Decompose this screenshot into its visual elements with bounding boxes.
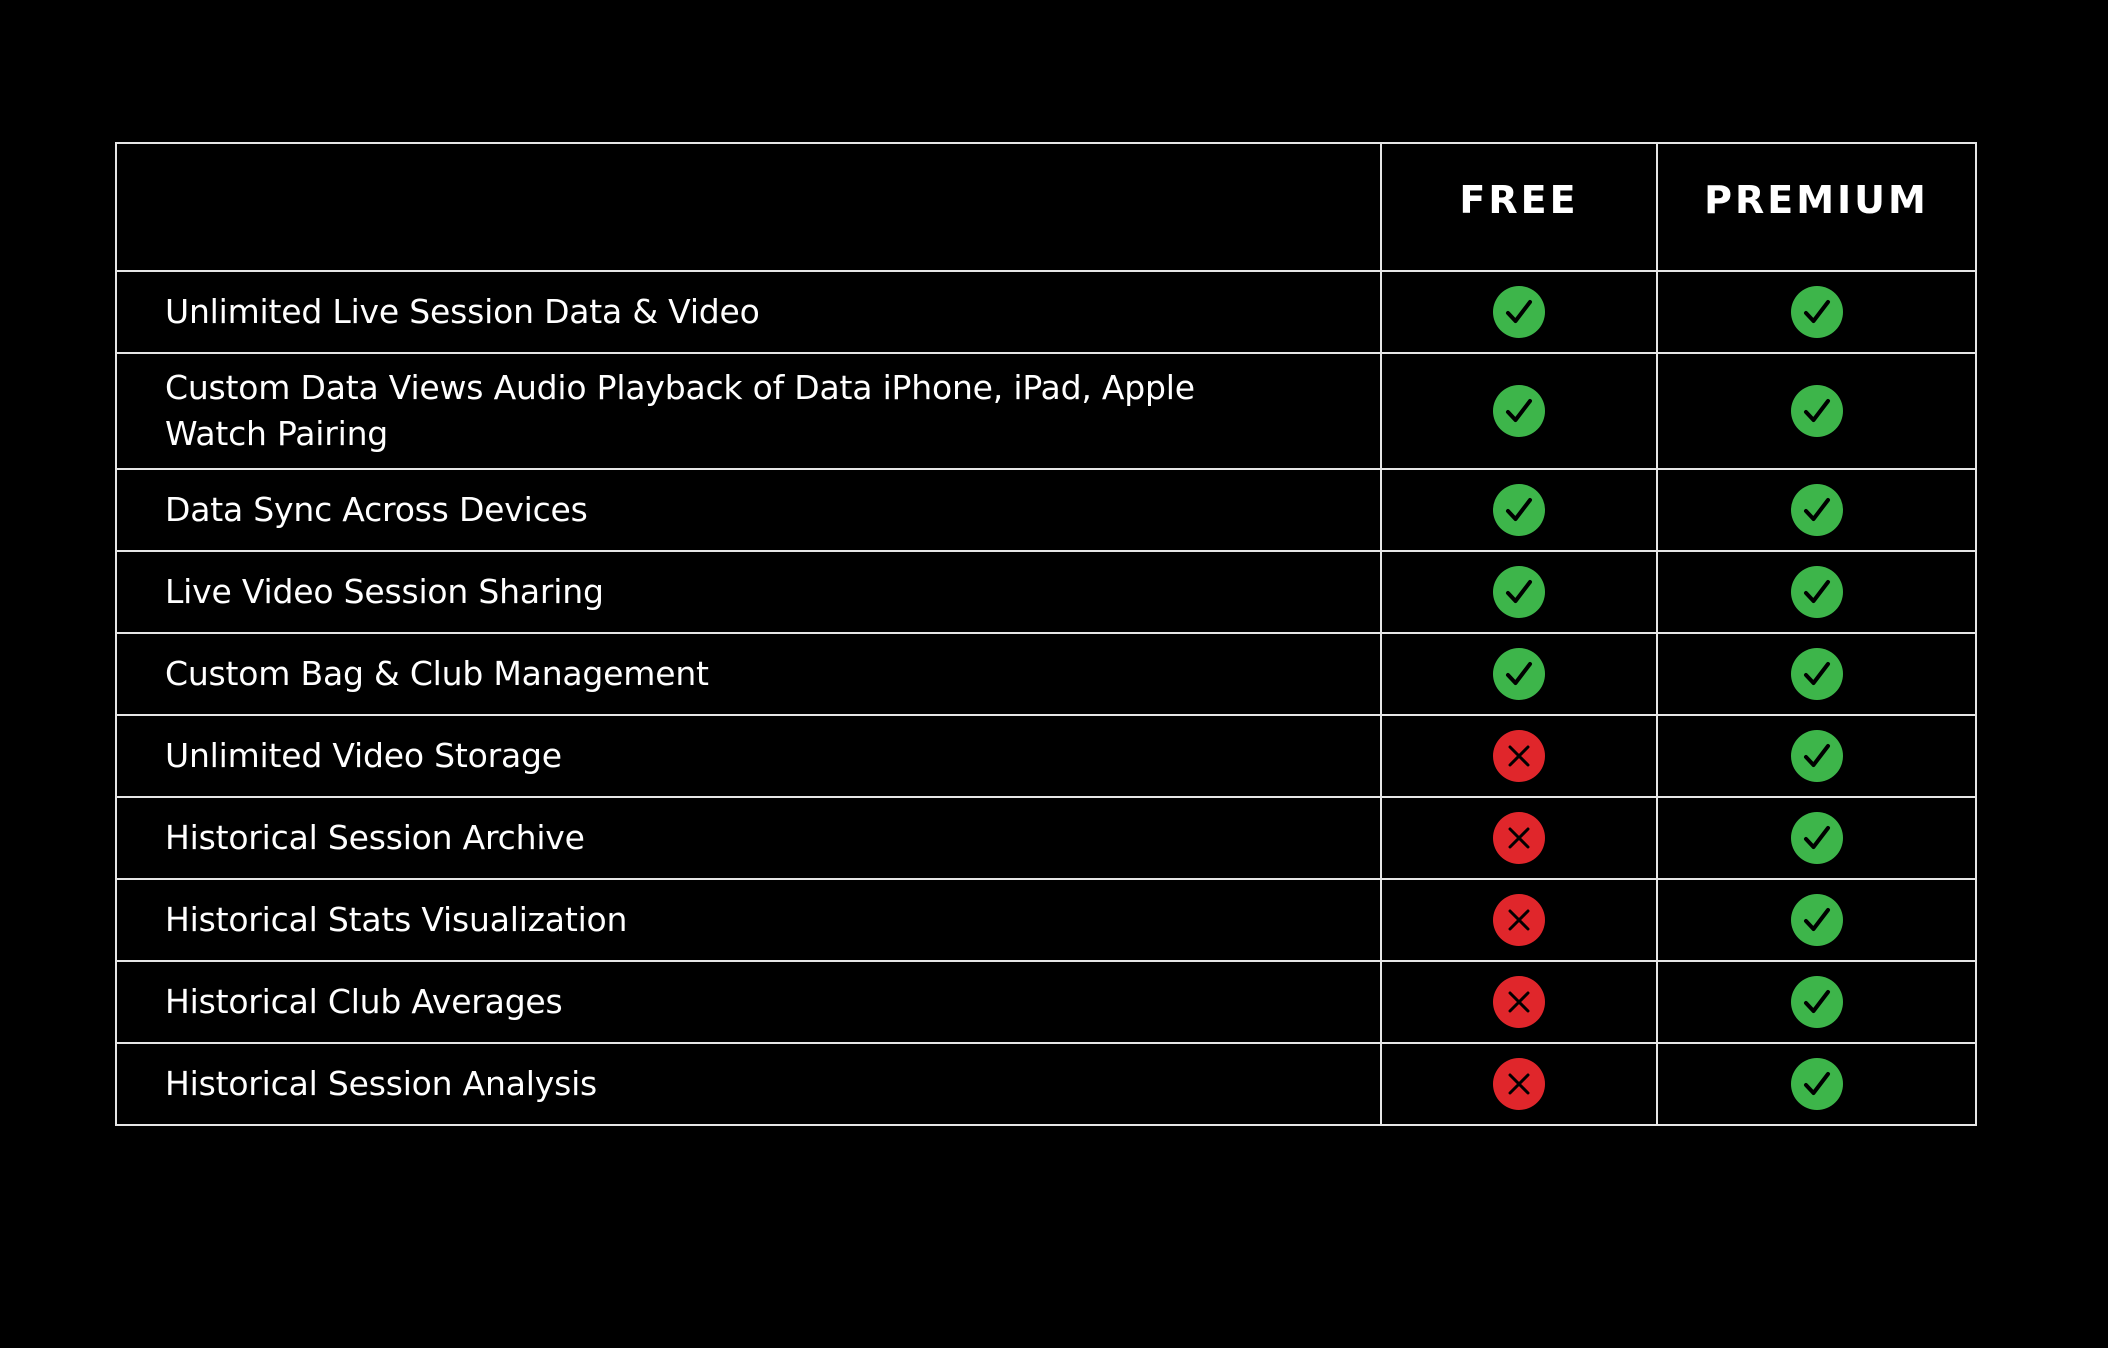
check-icon bbox=[1790, 894, 1843, 946]
check-icon bbox=[1790, 385, 1843, 437]
table-row: Unlimited Video Storage bbox=[115, 714, 1977, 798]
check-icon bbox=[1790, 648, 1843, 700]
feature-name: Data Sync Across Devices bbox=[115, 468, 1382, 552]
premium-status-cell bbox=[1656, 714, 1977, 798]
cross-icon bbox=[1493, 812, 1545, 864]
premium-status-cell bbox=[1656, 270, 1977, 354]
premium-status-cell bbox=[1656, 960, 1977, 1044]
check-icon bbox=[1790, 812, 1843, 864]
feature-name: Custom Data Views Audio Playback of Data… bbox=[115, 352, 1382, 470]
cross-icon bbox=[1493, 1058, 1545, 1110]
table-row: Historical Club Averages bbox=[115, 960, 1977, 1044]
table-row: Historical Session Analysis bbox=[115, 1042, 1977, 1126]
free-column-header: FREE bbox=[1380, 142, 1658, 272]
cross-icon bbox=[1493, 730, 1545, 782]
check-icon bbox=[1493, 648, 1545, 700]
cross-icon bbox=[1493, 976, 1545, 1028]
feature-name: Live Video Session Sharing bbox=[115, 550, 1382, 634]
free-status-cell bbox=[1380, 270, 1658, 354]
premium-status-cell bbox=[1656, 632, 1977, 716]
free-status-cell bbox=[1380, 878, 1658, 962]
feature-name: Historical Session Archive bbox=[115, 796, 1382, 880]
check-icon bbox=[1790, 730, 1843, 782]
free-status-cell bbox=[1380, 796, 1658, 880]
check-icon bbox=[1790, 484, 1843, 536]
feature-name: Custom Bag & Club Management bbox=[115, 632, 1382, 716]
check-icon bbox=[1790, 976, 1843, 1028]
cross-icon bbox=[1493, 894, 1545, 946]
table-row: Historical Session Archive bbox=[115, 796, 1977, 880]
premium-status-cell bbox=[1656, 352, 1977, 470]
check-icon bbox=[1493, 566, 1545, 618]
table-row: Live Video Session Sharing bbox=[115, 550, 1977, 634]
premium-status-cell bbox=[1656, 550, 1977, 634]
free-status-cell bbox=[1380, 960, 1658, 1044]
feature-comparison-table: FREE PREMIUM Unlimited Live Session Data… bbox=[115, 142, 1977, 1126]
check-icon bbox=[1790, 1058, 1843, 1110]
feature-name: Unlimited Video Storage bbox=[115, 714, 1382, 798]
table-row: Custom Bag & Club Management bbox=[115, 632, 1977, 716]
table-header-row: FREE PREMIUM bbox=[115, 142, 1977, 272]
check-icon bbox=[1493, 484, 1545, 536]
feature-name: Historical Stats Visualization bbox=[115, 878, 1382, 962]
free-status-cell bbox=[1380, 352, 1658, 470]
feature-name: Historical Club Averages bbox=[115, 960, 1382, 1044]
free-status-cell bbox=[1380, 632, 1658, 716]
check-icon bbox=[1790, 286, 1843, 338]
feature-column-header bbox=[115, 142, 1382, 272]
table-row: Unlimited Live Session Data & Video bbox=[115, 270, 1977, 354]
premium-column-header: PREMIUM bbox=[1656, 142, 1977, 272]
feature-name: Historical Session Analysis bbox=[115, 1042, 1382, 1126]
feature-name: Unlimited Live Session Data & Video bbox=[115, 270, 1382, 354]
check-icon bbox=[1493, 385, 1545, 437]
free-status-cell bbox=[1380, 1042, 1658, 1126]
premium-status-cell bbox=[1656, 796, 1977, 880]
check-icon bbox=[1493, 286, 1545, 338]
table-row: Historical Stats Visualization bbox=[115, 878, 1977, 962]
table-row: Data Sync Across Devices bbox=[115, 468, 1977, 552]
free-status-cell bbox=[1380, 550, 1658, 634]
premium-status-cell bbox=[1656, 468, 1977, 552]
free-status-cell bbox=[1380, 468, 1658, 552]
premium-status-cell bbox=[1656, 878, 1977, 962]
premium-status-cell bbox=[1656, 1042, 1977, 1126]
check-icon bbox=[1790, 566, 1843, 618]
table-row: Custom Data Views Audio Playback of Data… bbox=[115, 352, 1977, 470]
free-status-cell bbox=[1380, 714, 1658, 798]
